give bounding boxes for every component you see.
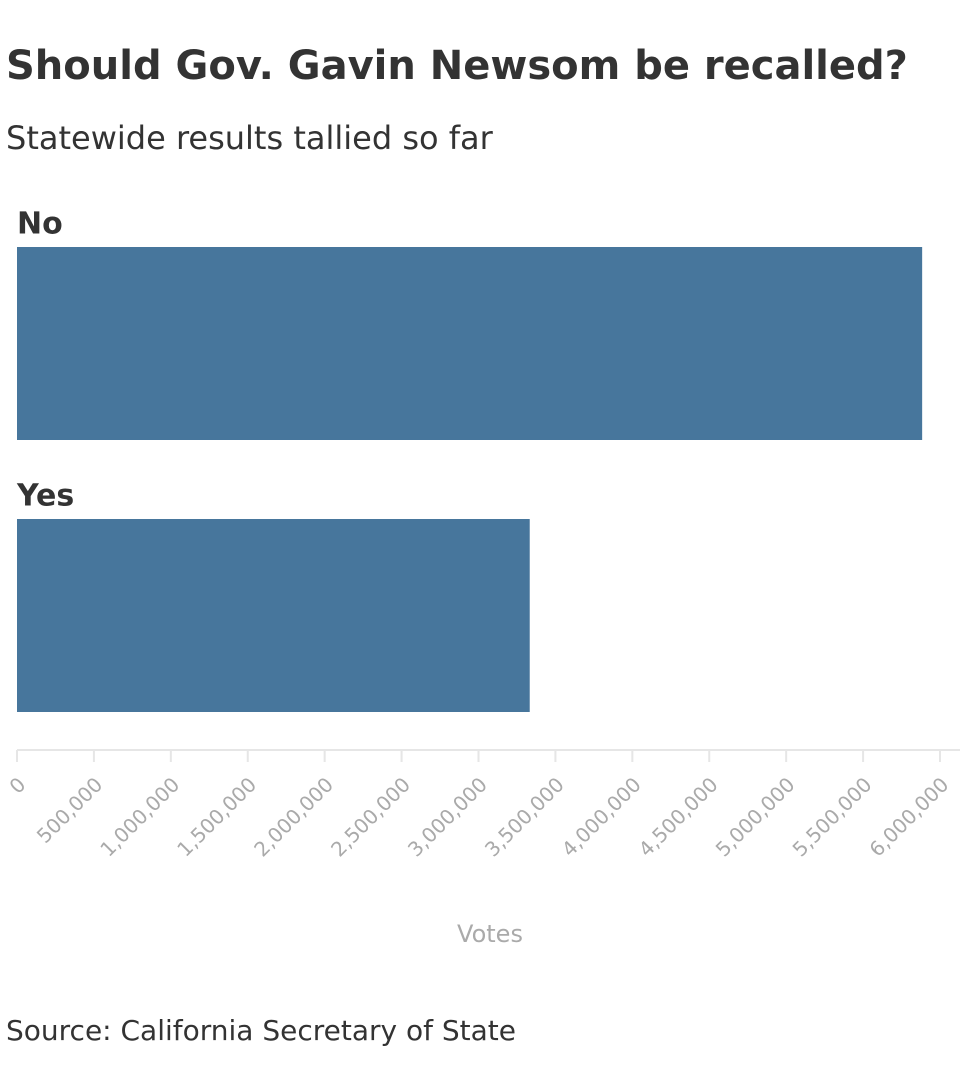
- chart-subtitle: Statewide results tallied so far: [6, 119, 494, 157]
- x-tick-label: 4,000,000: [557, 772, 646, 861]
- x-tick-label: 5,000,000: [711, 772, 800, 861]
- chart-title: Should Gov. Gavin Newsom be recalled?: [6, 43, 908, 89]
- x-tick-label: 3,000,000: [403, 772, 492, 861]
- bar: [17, 519, 530, 712]
- x-tick-label: 5,500,000: [788, 772, 877, 861]
- x-tick-label: 1,000,000: [95, 772, 184, 861]
- x-tick-label: 0: [4, 772, 30, 798]
- x-tick-label: 2,500,000: [326, 772, 415, 861]
- x-tick-label: 1,500,000: [172, 772, 261, 861]
- bar: [17, 247, 923, 440]
- category-label: No: [17, 207, 63, 242]
- x-tick-label: 2,000,000: [249, 772, 338, 861]
- source: Source: California Secretary of State: [6, 1014, 516, 1047]
- x-axis-label: Votes: [457, 920, 523, 948]
- x-tick-label: 3,500,000: [480, 772, 569, 861]
- x-tick-label: 500,000: [32, 772, 107, 847]
- x-tick-label: 4,500,000: [634, 772, 723, 861]
- category-label: Yes: [16, 479, 74, 514]
- x-tick-label: 6,000,000: [864, 772, 953, 861]
